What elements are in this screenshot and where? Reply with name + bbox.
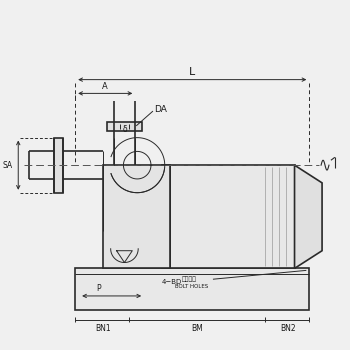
Text: 4−BD: 4−BD	[161, 279, 182, 285]
Bar	[75, 268, 309, 310]
Text: A: A	[103, 82, 108, 91]
Text: L: L	[189, 67, 195, 77]
Bar	[162, 165, 295, 268]
Text: BN2: BN2	[280, 324, 295, 333]
Polygon shape	[295, 165, 322, 268]
Text: P: P	[97, 284, 101, 293]
Bar	[54, 138, 63, 193]
Bar	[103, 165, 170, 268]
Text: BN1: BN1	[95, 324, 111, 333]
Text: DA: DA	[154, 105, 167, 114]
Text: BM: BM	[191, 324, 203, 333]
Bar	[107, 122, 142, 131]
Text: SA: SA	[2, 161, 12, 170]
Text: BOLT HOLES: BOLT HOLES	[175, 284, 208, 289]
Text: δ: δ	[123, 125, 128, 134]
Text: ボルト穴: ボルト穴	[182, 276, 197, 282]
